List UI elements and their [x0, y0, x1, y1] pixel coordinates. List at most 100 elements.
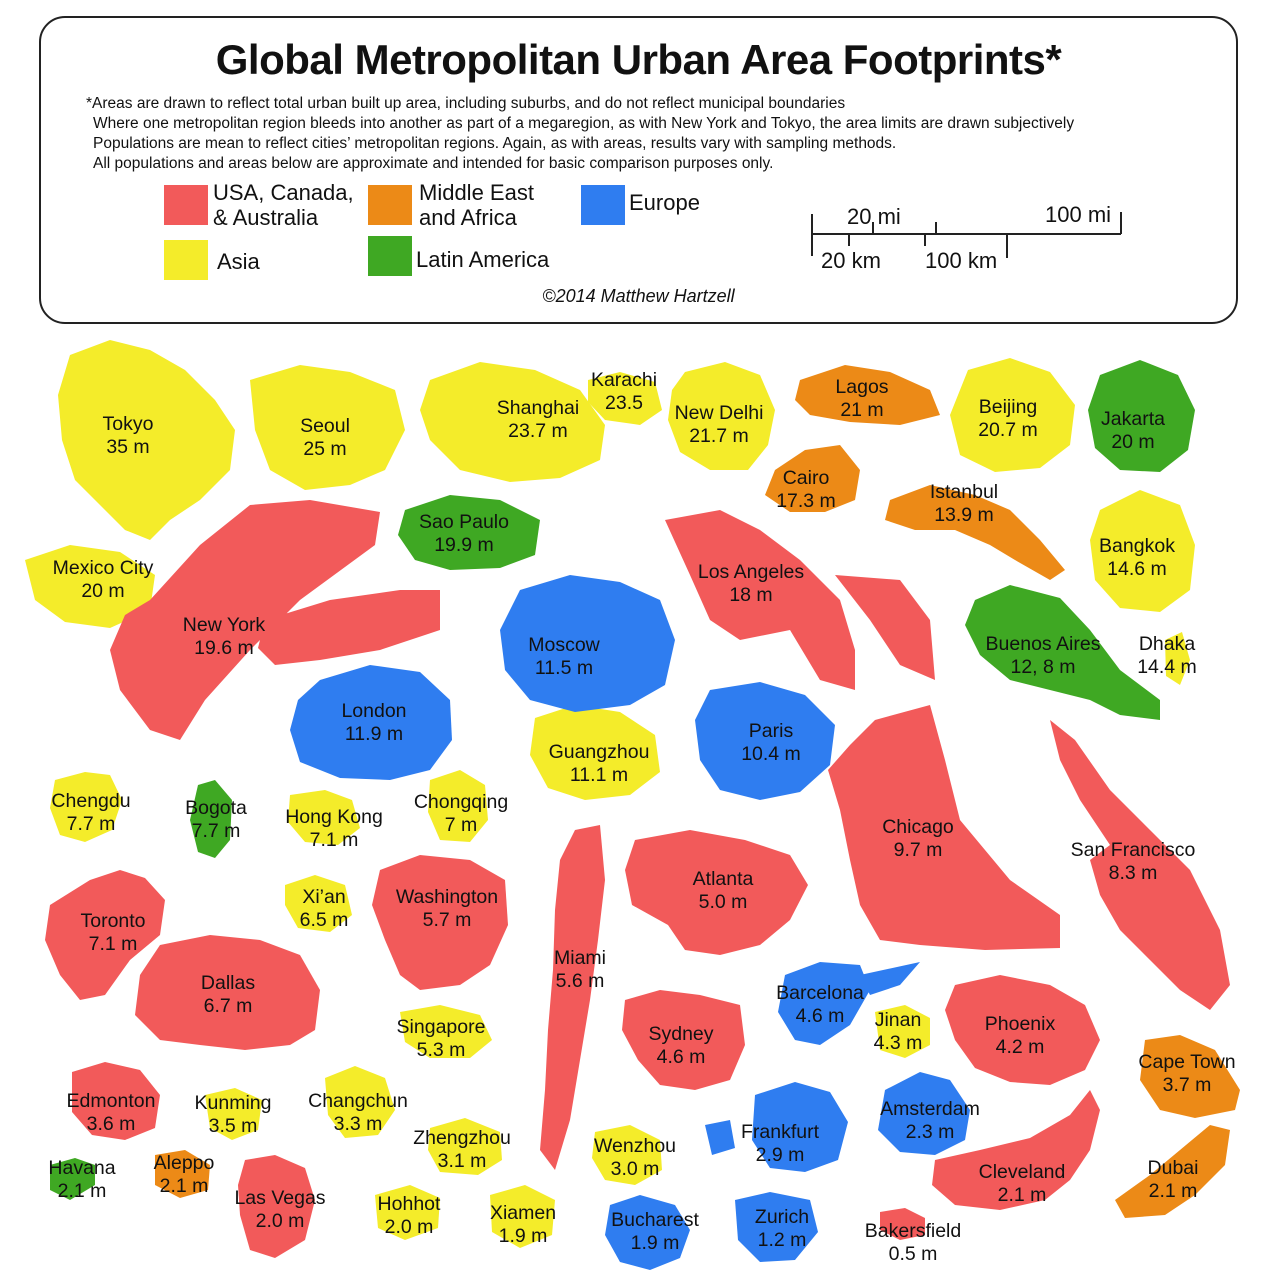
- city-pop: 20.7 m: [978, 419, 1038, 441]
- city-pop: 20 m: [1111, 431, 1155, 453]
- scale-label-20km: 20 km: [821, 248, 881, 273]
- city-pop: 1.9 m: [498, 1225, 548, 1247]
- footprint-dallas: [135, 935, 320, 1050]
- city-pop: 17.3 m: [776, 490, 836, 512]
- city-label-moscow: Moscow 11.5 m: [528, 634, 600, 680]
- city-label-paris: Paris 10.4 m: [741, 720, 801, 766]
- legend-label-mea: Middle East and Africa: [419, 180, 534, 230]
- footprint-san-francisco: [1050, 720, 1230, 1010]
- footprint-hong-kong: [288, 790, 360, 845]
- city-name: Wenzhou: [593, 1135, 677, 1157]
- city-pop: 35 m: [106, 436, 150, 458]
- footprint-havana: [50, 1158, 95, 1200]
- city-label-sao-paulo: Sao Paulo 19.9 m: [419, 511, 509, 557]
- legend-label-usa-line1: USA, Canada,: [213, 180, 354, 205]
- city-label-amsterdam: Amsterdam 2.3 m: [880, 1098, 980, 1144]
- city-label-jakarta: Jakarta 20 m: [1101, 408, 1165, 454]
- footprint-guangzhou: [530, 705, 660, 800]
- city-label-london: London 11.9 m: [341, 700, 406, 746]
- legend-label-latin-america: Latin America: [416, 247, 550, 272]
- city-pop: 3.0 m: [610, 1158, 660, 1180]
- city-label-bogota: Bogota 7.7 m: [185, 797, 247, 843]
- city-pop: 21 m: [840, 399, 884, 421]
- city-name: Changchun: [308, 1090, 408, 1112]
- city-pop: 2.1 m: [997, 1184, 1047, 1206]
- city-pop: 5.0 m: [698, 891, 748, 913]
- city-label-cleveland: Cleveland 2.1 m: [979, 1161, 1066, 1207]
- city-label-cape-town: Cape Town 3.7 m: [1138, 1051, 1235, 1097]
- city-label-hohhot: Hohhot 2.0 m: [378, 1193, 441, 1239]
- city-label-zurich: Zurich 1.2 m: [755, 1206, 809, 1252]
- city-pop: 7.7 m: [191, 820, 241, 842]
- city-name: Sao Paulo: [419, 511, 509, 533]
- city-pop: 4.3 m: [873, 1032, 923, 1054]
- footprint-hohhot: [375, 1185, 440, 1240]
- city-label-bangkok: Bangkok 14.6 m: [1099, 535, 1175, 581]
- city-label-zhengzhou: Zhengzhou 3.1 m: [413, 1127, 511, 1173]
- asia-footprints: [25, 340, 1195, 1248]
- city-name: Xi’an: [302, 886, 346, 908]
- city-pop: 25 m: [303, 438, 347, 460]
- mea-footprints: [155, 365, 1240, 1218]
- city-name: Seoul: [300, 415, 350, 437]
- city-label-bucharest: Bucharest 1.9 m: [611, 1209, 699, 1255]
- city-name: Singapore: [396, 1016, 486, 1038]
- footprint-buenos-aires: [965, 585, 1160, 720]
- city-pop: 3.1 m: [437, 1150, 487, 1172]
- city-pop: 10.4 m: [741, 743, 801, 765]
- footprint-new-delhi: [668, 362, 775, 470]
- city-pop: 23.5: [605, 392, 643, 414]
- footprint-cape-town: [1140, 1035, 1240, 1118]
- city-name: Lagos: [835, 376, 889, 398]
- city-pop: 8.3 m: [1108, 862, 1158, 884]
- city-pop: 2.1 m: [159, 1175, 209, 1197]
- footprint-las-vegas: [238, 1155, 315, 1258]
- scale-bar: 20 mi 100 mi 20 km 100 km: [811, 202, 1122, 273]
- city-name: Bogota: [185, 797, 247, 819]
- city-pop: 2.0 m: [255, 1210, 305, 1232]
- city-name: Miami: [554, 947, 606, 969]
- city-pop: 9.7 m: [893, 839, 943, 861]
- footprint-cleveland: [932, 1090, 1100, 1210]
- footprint-edmonton: [72, 1062, 160, 1140]
- city-pop: 4.2 m: [995, 1036, 1045, 1058]
- city-pop: 2.1 m: [57, 1180, 107, 1202]
- city-name: Dubai: [1147, 1157, 1199, 1179]
- city-pop: 3.5 m: [208, 1115, 258, 1137]
- city-name: Bucharest: [611, 1209, 699, 1231]
- legend-swatch-mea: [368, 185, 412, 225]
- city-label-new-york: New York 19.6 m: [183, 614, 265, 660]
- footprint-shanghai: [420, 362, 605, 482]
- city-pop: 7 m: [444, 814, 478, 836]
- city-name: Washington: [395, 886, 499, 908]
- city-name: Las Vegas: [234, 1187, 326, 1209]
- city-pop: 6.5 m: [299, 909, 349, 931]
- city-pop: 4.6 m: [795, 1005, 845, 1027]
- footprint-karachi: [588, 372, 662, 425]
- city-name: Karachi: [590, 369, 658, 391]
- footprint-istanbul: [885, 485, 1065, 580]
- city-name: Los Angeles: [697, 561, 805, 583]
- city-pop: 11.9 m: [344, 723, 404, 745]
- city-name: Paris: [748, 720, 794, 742]
- city-name: Hohhot: [377, 1193, 441, 1215]
- city-pop: 23.7 m: [508, 420, 568, 442]
- footprint-jakarta: [1088, 360, 1195, 472]
- city-pop: 18 m: [729, 584, 773, 606]
- city-name: London: [341, 700, 407, 722]
- city-name: Cairo: [782, 467, 830, 489]
- city-label-chicago: Chicago 9.7 m: [882, 816, 954, 862]
- city-name: Frankfurt: [740, 1121, 820, 1143]
- city-label-barcelona: Barcelona 4.6 m: [776, 982, 864, 1028]
- footprint-dhaka: [1165, 632, 1190, 685]
- city-label-lagos: Lagos 21 m: [835, 376, 888, 422]
- note-line-1: *Areas are drawn to reflect total urban …: [86, 95, 846, 112]
- city-pop: 12, 8 m: [1010, 656, 1076, 678]
- footprint-jinan: [875, 1005, 930, 1058]
- city-name: Cleveland: [978, 1161, 1066, 1183]
- footprint-moscow: [500, 575, 675, 712]
- city-pop: 13.9 m: [934, 504, 994, 526]
- city-name: Bakersfield: [864, 1220, 962, 1242]
- city-name: Phoenix: [984, 1013, 1056, 1035]
- city-name: Buenos Aires: [985, 633, 1101, 655]
